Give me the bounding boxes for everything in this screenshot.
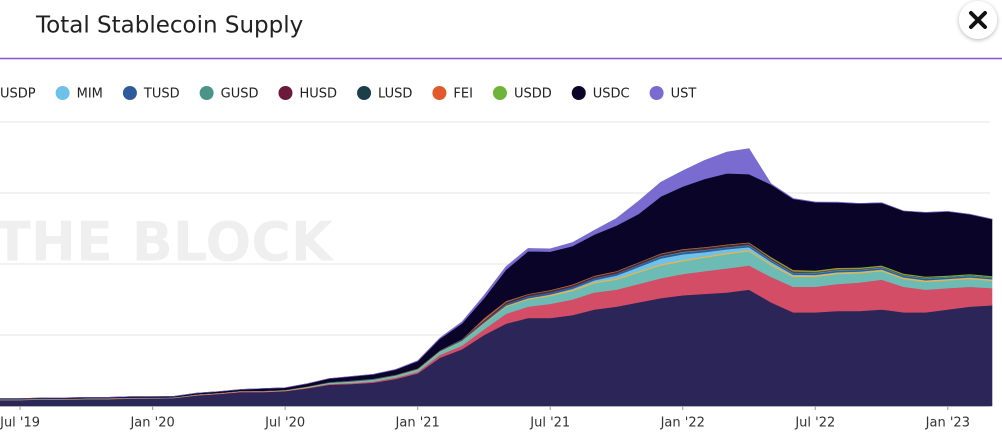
legend-label: LUSD bbox=[378, 87, 412, 102]
x-tick-label: Jul '22 bbox=[794, 416, 835, 431]
x-tick-label: Jan '22 bbox=[660, 416, 705, 431]
x-tick-label: Jan '21 bbox=[395, 416, 440, 431]
legend-label: GUSD bbox=[221, 87, 259, 102]
plot-area: THE BLOCK Jul '19 Jan '20 Jul '20 Jan '21 Jul… bbox=[0, 121, 993, 431]
x-tick-label: Jul '21 bbox=[529, 416, 570, 431]
legend-label: USDP bbox=[0, 87, 36, 102]
chart-title: Total Stablecoin Supply bbox=[35, 13, 303, 39]
legend-swatch bbox=[432, 86, 447, 100]
legend-label: MIM bbox=[77, 87, 103, 102]
x-tick-label: Jan '20 bbox=[129, 416, 174, 431]
watermark: THE BLOCK bbox=[0, 211, 335, 274]
legend: USDP MIM TUSD GUSD HUSD LUSD FEI USDD USDC UST bbox=[0, 86, 696, 102]
x-tick-label: Jan '23 bbox=[925, 416, 970, 431]
legend-swatch bbox=[649, 86, 664, 100]
legend-swatch bbox=[55, 86, 70, 100]
legend-swatch bbox=[492, 86, 507, 100]
legend-swatch bbox=[122, 86, 137, 100]
area-series bbox=[0, 148, 993, 399]
close-icon[interactable] bbox=[969, 11, 987, 29]
legend-swatch bbox=[571, 86, 586, 100]
legend-swatch bbox=[199, 86, 214, 100]
legend-label: UST bbox=[671, 87, 697, 102]
x-tick-label: Jul '20 bbox=[264, 416, 305, 431]
x-tick-label: Jul '19 bbox=[0, 416, 40, 431]
close-button[interactable] bbox=[959, 1, 997, 39]
legend-label: USDC bbox=[593, 87, 630, 102]
legend-label: HUSD bbox=[299, 87, 337, 102]
legend-label: FEI bbox=[453, 87, 473, 102]
legend-swatch bbox=[278, 86, 293, 100]
legend-swatch bbox=[357, 86, 372, 100]
legend-label: TUSD bbox=[143, 87, 180, 102]
legend-label: USDD bbox=[514, 87, 552, 102]
